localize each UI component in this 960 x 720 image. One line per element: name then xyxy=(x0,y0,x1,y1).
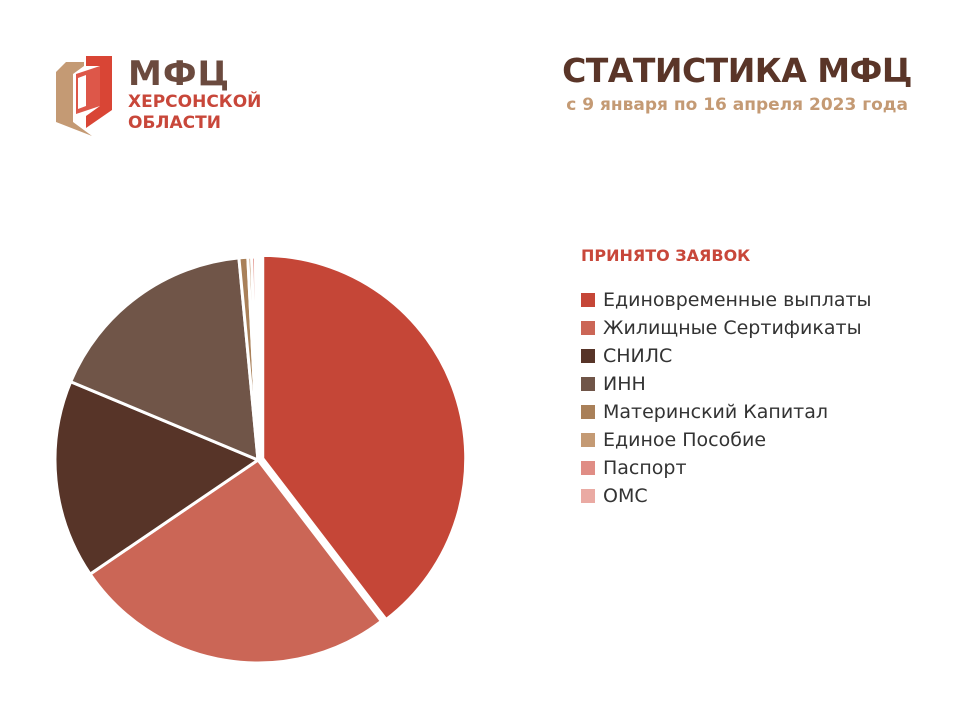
legend-swatch xyxy=(581,293,595,307)
legend-label: Жилищные Сертификаты xyxy=(603,317,862,339)
legend-swatch xyxy=(581,489,595,503)
legend-label: Единовременные выплаты xyxy=(603,289,872,311)
legend-item: Паспорт xyxy=(581,454,872,482)
legend-item: ИНН xyxy=(581,370,872,398)
pie-chart xyxy=(53,253,468,665)
legend-swatch xyxy=(581,433,595,447)
chart-legend: ПРИНЯТО ЗАЯВОК Единовременные выплаты Жил… xyxy=(581,244,872,510)
legend-swatch xyxy=(581,377,595,391)
legend-swatch xyxy=(581,461,595,475)
logo-subtitle-line2: ОБЛАСТИ xyxy=(128,113,221,133)
pie-slice-2 xyxy=(88,458,383,665)
pie-slice-8 xyxy=(253,255,260,462)
legend-label: ИНН xyxy=(603,373,646,395)
logo-subtitle-line1: ХЕРСОНСКОЙ xyxy=(128,92,262,112)
legend-item: СНИЛС xyxy=(581,342,872,370)
legend-item: Единовременные выплаты xyxy=(581,286,872,314)
legend-swatch xyxy=(581,321,595,335)
legend-item: Единое Пособие xyxy=(581,426,872,454)
logo-title: МФЦ xyxy=(128,54,231,94)
page-subtitle: с 9 января по 16 апреля 2023 года xyxy=(566,95,908,115)
legend-label: Единое Пособие xyxy=(603,429,767,451)
legend-label: СНИЛС xyxy=(603,345,673,367)
legend-swatch xyxy=(581,405,595,419)
logo: МФЦ ХЕРСОНСКОЙ ОБЛАСТИ xyxy=(56,56,286,140)
legend-item: Материнский Капитал xyxy=(581,398,872,426)
pie-slice-3 xyxy=(53,380,260,576)
legend-label: Паспорт xyxy=(603,457,687,479)
legend-label: ОМС xyxy=(603,485,648,507)
legend-label: Материнский Капитал xyxy=(603,401,829,423)
legend-title: ПРИНЯТО ЗАЯВОК xyxy=(581,246,751,265)
pie-slice-1 xyxy=(261,253,468,622)
legend-swatch xyxy=(581,349,595,363)
pie-slice-4 xyxy=(69,256,260,462)
page-title: СТАТИСТИКА МФЦ xyxy=(562,51,912,90)
legend-item: Жилищные Сертификаты xyxy=(581,314,872,342)
mfc-logo-icon xyxy=(56,56,112,136)
legend-item: ОМС xyxy=(581,482,872,510)
